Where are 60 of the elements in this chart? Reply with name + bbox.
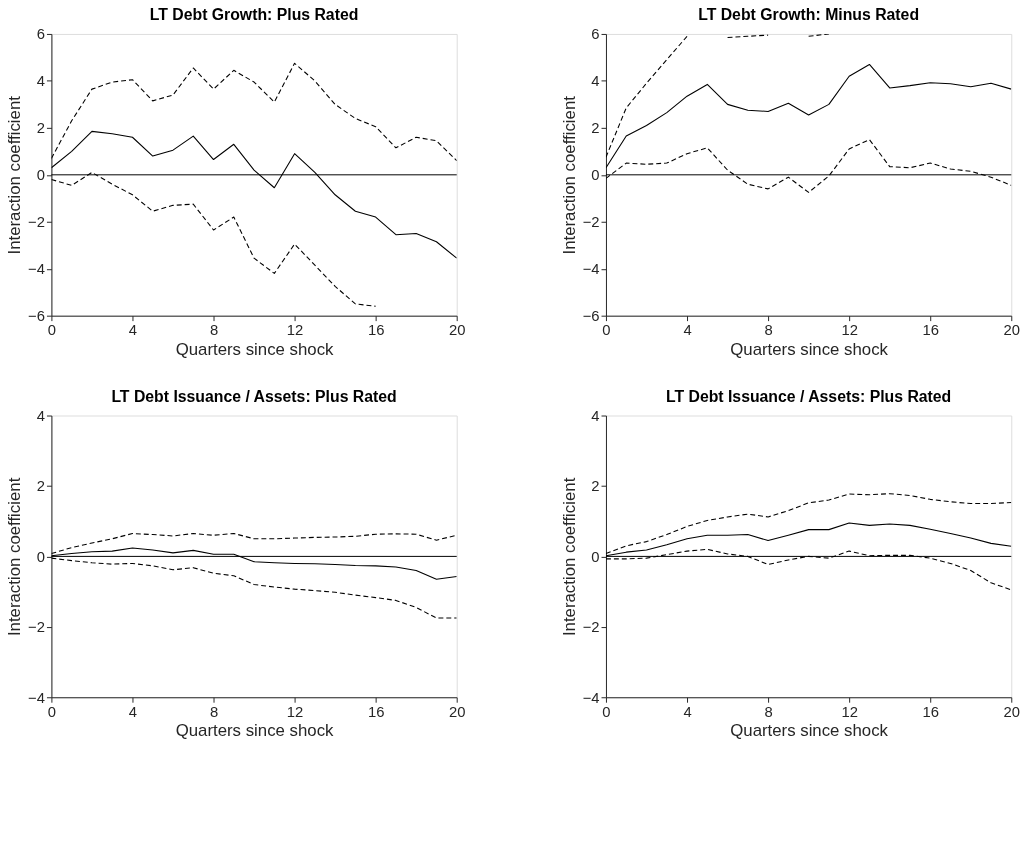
x-tick-label: 0 (602, 703, 611, 720)
x-tick-label: 20 (1003, 703, 1021, 720)
x-tick-label: 20 (448, 321, 466, 338)
y-tick-label: −4 (28, 261, 45, 278)
x-axis-title: Quarters since shock (175, 721, 335, 741)
y-tick-label: 2 (591, 478, 600, 495)
y-axis-title: Interaction coefficient (559, 95, 579, 255)
y-tick-label: −2 (28, 619, 45, 636)
y-tick-label: 2 (36, 478, 45, 495)
x-tick-label: 12 (286, 703, 304, 720)
chart-title: LT Debt Issuance / Assets: Plus Rated (111, 387, 397, 405)
y-tick-label: 2 (591, 120, 600, 137)
x-tick-label: 0 (47, 703, 57, 720)
chart-title: LT Debt Issuance / Assets: Plus Rated (665, 387, 952, 405)
chart-title: LT Debt Growth: Minus Rated (698, 6, 920, 24)
y-tick-label: 6 (36, 26, 45, 43)
x-tick-label: 0 (602, 321, 611, 338)
y-tick-label: 0 (591, 548, 600, 565)
y-tick-label: −4 (28, 689, 45, 706)
y-tick-label: −2 (582, 214, 600, 231)
x-tick-label: 16 (367, 321, 385, 338)
y-axis-title: Interaction coefficient (5, 95, 25, 255)
x-axis-title: Quarters since shock (730, 721, 889, 741)
x-tick-label: 8 (764, 321, 773, 338)
y-tick-label: 4 (36, 407, 45, 424)
y-tick-label: −2 (582, 619, 600, 636)
y-axis-title: Interaction coefficient (5, 477, 25, 637)
x-tick-label: 20 (448, 703, 466, 720)
y-tick-label: −6 (582, 308, 600, 325)
x-tick-label: 12 (286, 321, 304, 338)
x-tick-label: 20 (1003, 321, 1021, 338)
y-tick-label: 6 (591, 26, 600, 43)
x-tick-label: 12 (841, 703, 858, 720)
x-tick-label: 8 (209, 321, 219, 338)
y-tick-label: 0 (591, 167, 600, 184)
y-tick-label: 4 (591, 73, 600, 90)
y-tick-label: 2 (36, 120, 45, 137)
x-tick-label: 8 (209, 703, 219, 720)
y-tick-label: −4 (582, 261, 600, 278)
x-axis-title: Quarters since shock (175, 339, 335, 359)
x-tick-label: 16 (922, 703, 939, 720)
y-tick-label: −6 (28, 308, 45, 325)
x-tick-label: 12 (841, 321, 858, 338)
x-tick-label: 16 (922, 321, 939, 338)
x-tick-label: 16 (367, 703, 385, 720)
x-tick-label: 4 (683, 703, 692, 720)
x-tick-label: 0 (47, 321, 57, 338)
x-tick-label: 4 (683, 321, 692, 338)
y-tick-label: 0 (36, 167, 45, 184)
y-tick-label: −2 (28, 214, 45, 231)
y-axis-title: Interaction coefficient (559, 477, 579, 637)
x-tick-label: 4 (128, 703, 138, 720)
chart-title: LT Debt Growth: Plus Rated (149, 6, 359, 24)
x-axis-title: Quarters since shock (730, 339, 889, 359)
x-tick-label: 4 (128, 321, 138, 338)
y-tick-label: 4 (591, 407, 600, 424)
x-tick-label: 8 (764, 703, 773, 720)
y-tick-label: −4 (582, 689, 600, 706)
y-tick-label: 0 (36, 548, 45, 565)
y-tick-label: 4 (36, 73, 45, 90)
